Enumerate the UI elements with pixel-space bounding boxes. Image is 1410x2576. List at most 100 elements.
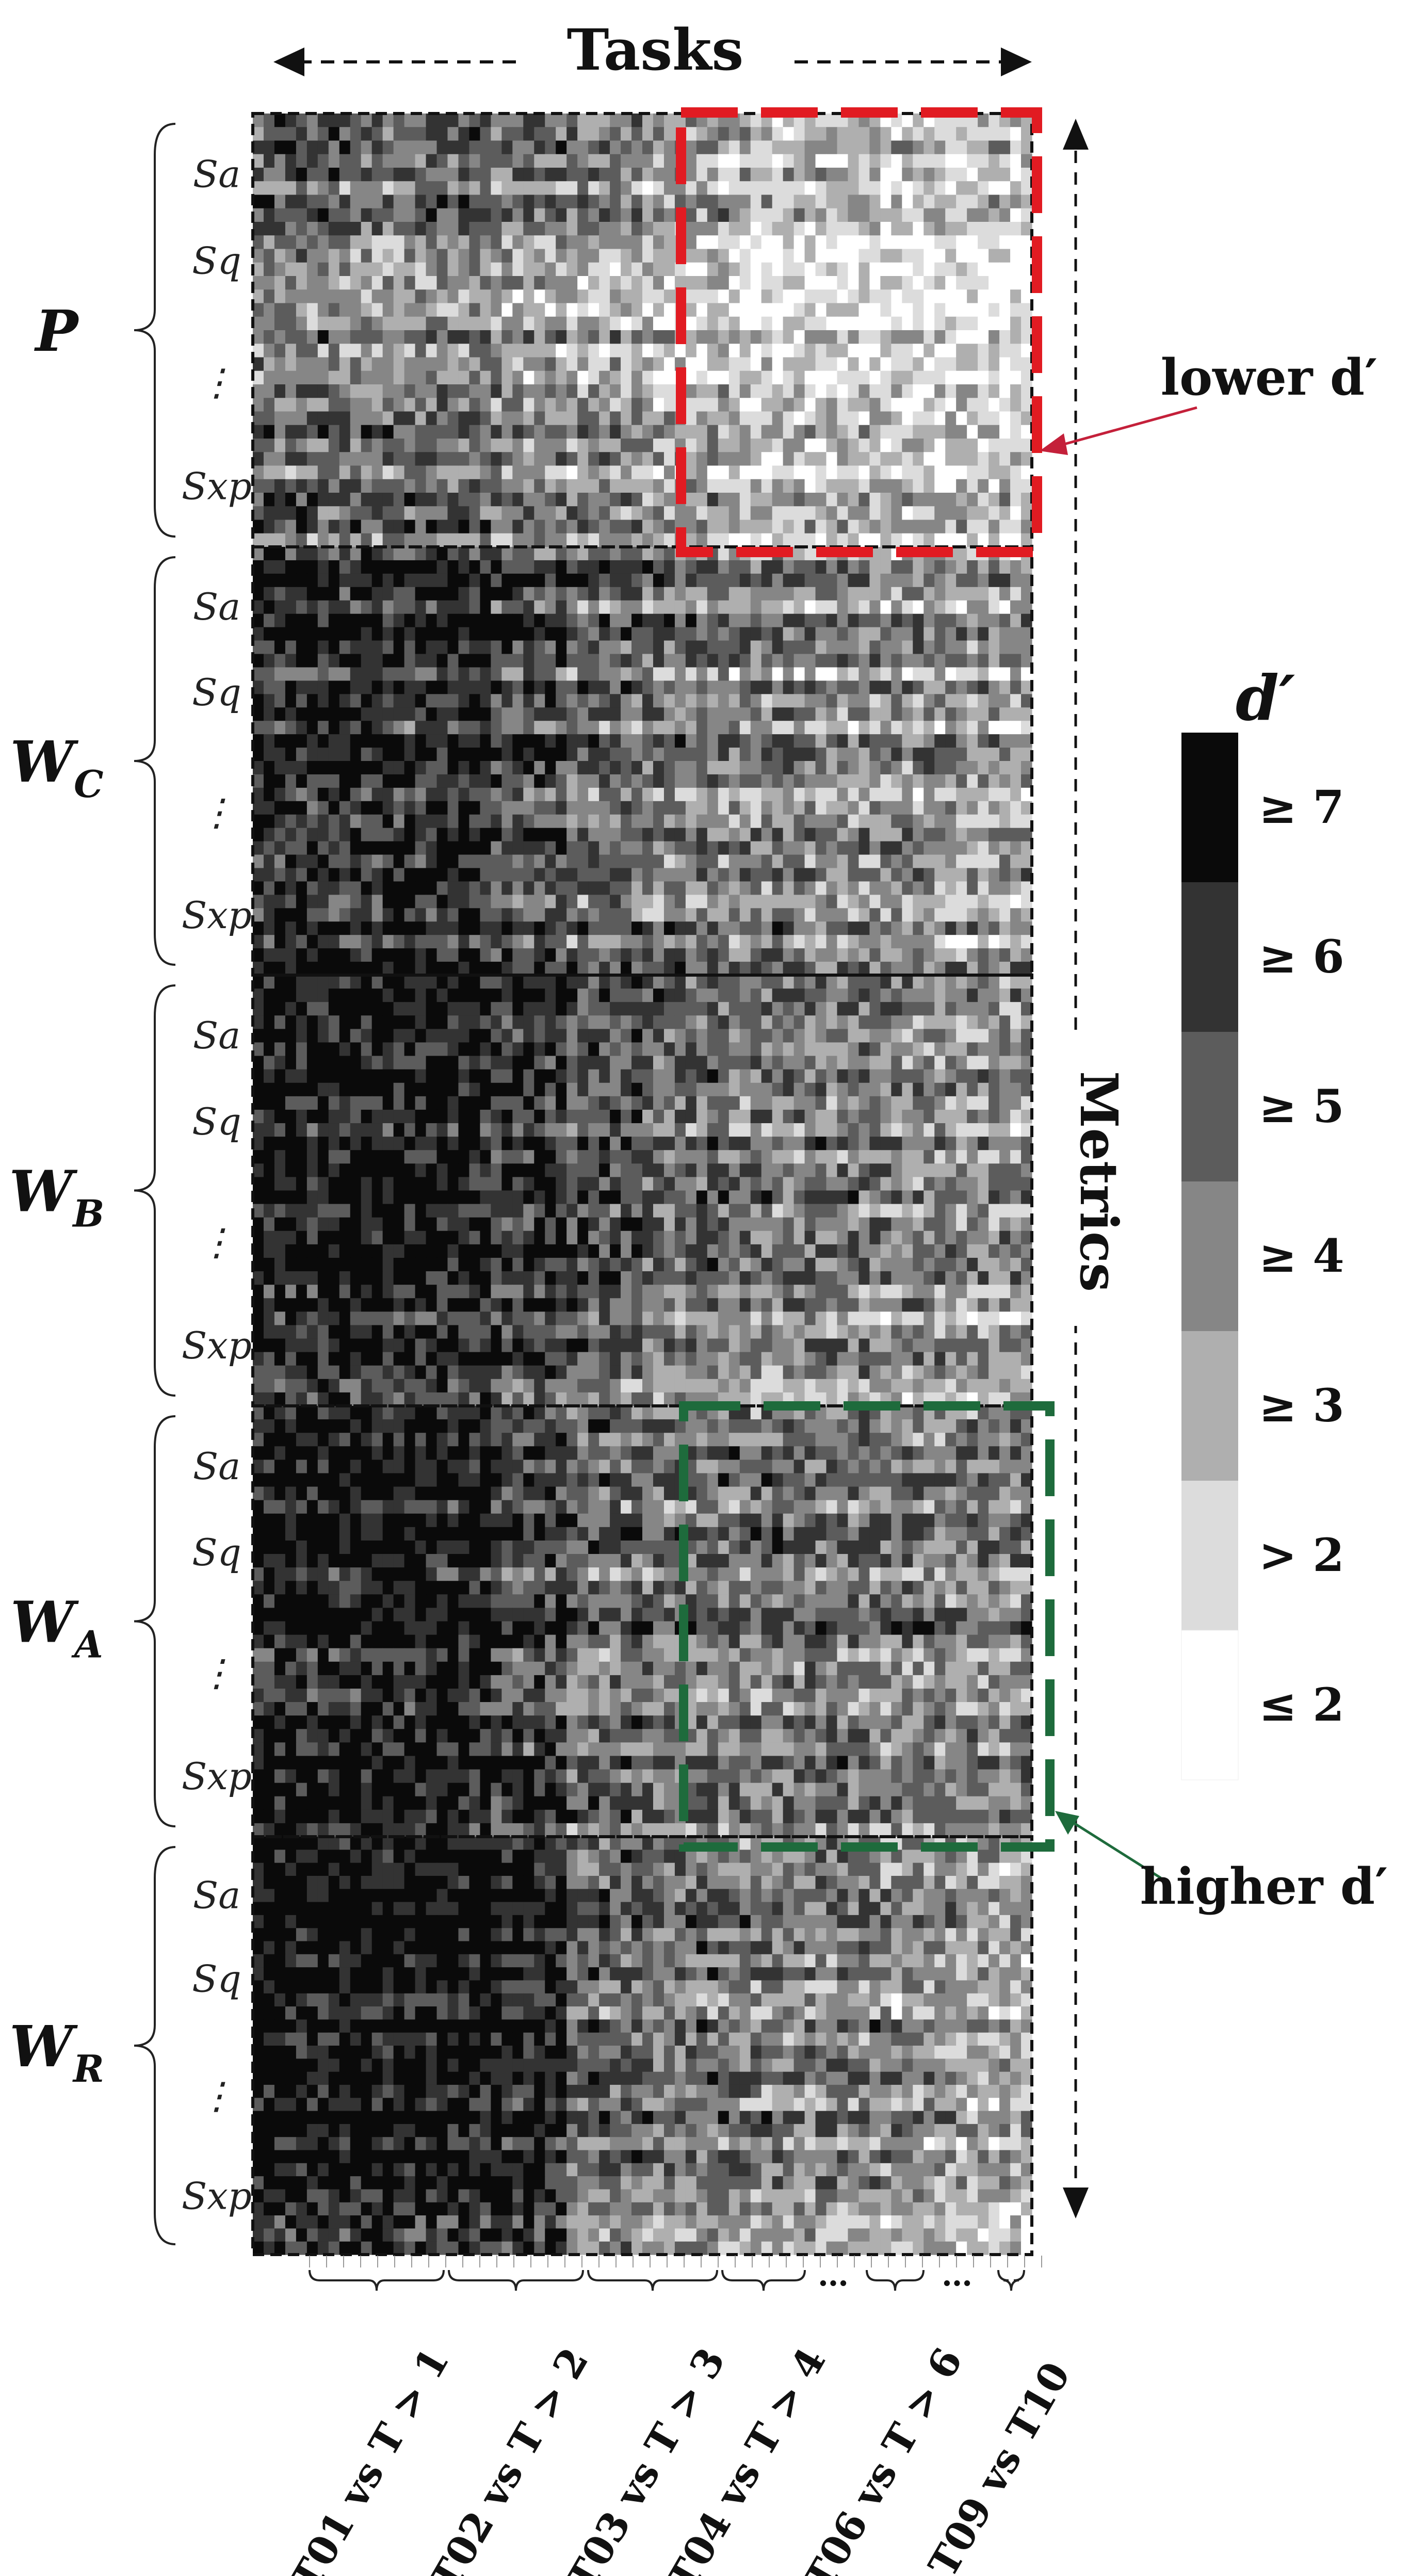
heatmap-cell bbox=[285, 560, 297, 574]
heatmap-cell bbox=[653, 948, 665, 962]
heatmap-cell bbox=[556, 357, 567, 371]
heatmap-cell bbox=[696, 748, 708, 762]
heatmap-cell bbox=[826, 425, 838, 439]
heatmap-cell bbox=[328, 316, 340, 331]
heatmap-cell bbox=[685, 640, 697, 655]
heatmap-cell bbox=[621, 854, 632, 869]
heatmap-cell bbox=[512, 1015, 524, 1029]
heatmap-cell bbox=[545, 895, 556, 909]
heatmap-cell bbox=[480, 506, 491, 521]
heatmap-cell bbox=[328, 140, 340, 155]
heatmap-cell bbox=[274, 195, 286, 209]
heatmap-cell bbox=[599, 127, 610, 141]
heatmap-cell bbox=[891, 370, 902, 385]
heatmap-cell bbox=[545, 667, 556, 681]
heatmap-cell bbox=[761, 398, 773, 412]
heatmap-cell bbox=[361, 774, 372, 788]
heatmap-cell bbox=[923, 881, 935, 895]
heatmap-cell bbox=[750, 452, 762, 466]
heatmap-cell bbox=[263, 316, 275, 331]
heatmap-cell bbox=[728, 787, 740, 802]
heatmap-cell bbox=[815, 721, 827, 735]
heatmap-cell bbox=[306, 841, 318, 855]
heatmap-cell bbox=[1021, 452, 1032, 466]
heatmap-cell bbox=[404, 249, 416, 263]
heatmap-cell bbox=[978, 694, 989, 708]
heatmap-cell bbox=[545, 935, 556, 949]
heatmap-cell bbox=[913, 370, 924, 385]
heatmap-cell bbox=[447, 640, 459, 655]
heatmap-cell bbox=[642, 439, 654, 452]
heatmap-cell bbox=[556, 289, 567, 304]
heatmap-cell bbox=[306, 1029, 318, 1043]
heatmap-cell bbox=[382, 479, 394, 493]
heatmap-cell bbox=[848, 439, 860, 452]
heatmap-cell bbox=[999, 721, 1011, 735]
heatmap-cell bbox=[253, 627, 264, 641]
heatmap-cell bbox=[988, 533, 1000, 547]
heatmap-cell bbox=[945, 921, 957, 935]
heatmap-cell bbox=[610, 975, 621, 989]
heatmap-cell bbox=[415, 222, 427, 236]
heatmap-cell bbox=[317, 547, 329, 561]
heatmap-cell bbox=[978, 681, 989, 694]
heatmap-cell bbox=[772, 411, 784, 426]
heatmap-cell bbox=[296, 989, 307, 1002]
heatmap-cell bbox=[404, 921, 416, 935]
heatmap-cell bbox=[317, 681, 329, 694]
heatmap-cell bbox=[599, 154, 610, 168]
heatmap-cell bbox=[253, 344, 264, 358]
heatmap-cell bbox=[923, 895, 935, 909]
heatmap-cell bbox=[350, 560, 362, 574]
heatmap-cell bbox=[361, 479, 372, 493]
heatmap-cell bbox=[404, 235, 416, 250]
heatmap-cell bbox=[534, 881, 545, 895]
heatmap-cell bbox=[285, 154, 297, 168]
heatmap-cell bbox=[469, 787, 481, 802]
heatmap-cell bbox=[545, 774, 556, 788]
heatmap-cell bbox=[285, 316, 297, 331]
heatmap-cell bbox=[718, 384, 730, 398]
heatmap-cell bbox=[285, 384, 297, 398]
heatmap-cell bbox=[577, 1015, 589, 1029]
heatmap-cell bbox=[869, 935, 881, 949]
heatmap-cell bbox=[274, 452, 286, 466]
heatmap-cell bbox=[685, 249, 697, 263]
heatmap-cell bbox=[880, 1002, 892, 1016]
heatmap-cell bbox=[750, 1002, 762, 1016]
heatmap-cell bbox=[566, 975, 578, 989]
heatmap-cell bbox=[902, 452, 913, 466]
heatmap-cell bbox=[956, 948, 967, 962]
heatmap-cell bbox=[447, 357, 459, 371]
heatmap-cell bbox=[588, 547, 599, 561]
heatmap-cell bbox=[848, 276, 860, 290]
heatmap-cell bbox=[837, 707, 849, 721]
heatmap-cell bbox=[501, 168, 513, 182]
heatmap-cell bbox=[858, 975, 870, 989]
heatmap-cell bbox=[750, 573, 762, 588]
heatmap-cell bbox=[415, 235, 427, 250]
heatmap-cell bbox=[923, 370, 935, 385]
heatmap-cell bbox=[512, 276, 524, 290]
heatmap-cell bbox=[610, 222, 621, 236]
heatmap-cell bbox=[978, 627, 989, 641]
heatmap-cell bbox=[599, 774, 610, 788]
heatmap-cell bbox=[945, 787, 957, 802]
heatmap-cell bbox=[967, 547, 978, 561]
heatmap-cell bbox=[826, 303, 838, 317]
heatmap-cell bbox=[891, 640, 902, 655]
heatmap-cell bbox=[415, 573, 427, 588]
heatmap-cell bbox=[956, 895, 967, 909]
heatmap-cell bbox=[447, 316, 459, 331]
heatmap-cell bbox=[815, 303, 827, 317]
heatmap-cell bbox=[685, 1015, 697, 1029]
heatmap-cell bbox=[761, 506, 773, 521]
heatmap-cell bbox=[393, 398, 405, 412]
heatmap-cell bbox=[685, 520, 697, 534]
heatmap-cell bbox=[317, 694, 329, 708]
heatmap-cell bbox=[253, 520, 264, 534]
heatmap-cell bbox=[426, 235, 437, 250]
heatmap-cell bbox=[815, 1015, 827, 1029]
heatmap-cell bbox=[978, 667, 989, 681]
heatmap-cell bbox=[631, 627, 643, 641]
